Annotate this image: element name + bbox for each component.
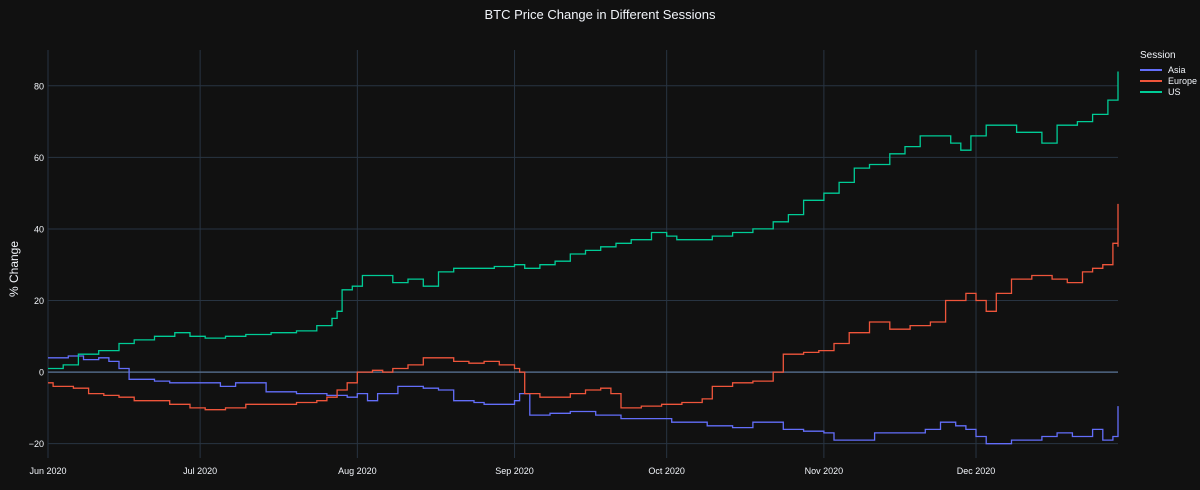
x-tick-label: Nov 2020 xyxy=(805,466,844,476)
y-tick-label: 80 xyxy=(34,81,44,91)
legend-swatch-us xyxy=(1140,90,1162,93)
x-tick-label: Aug 2020 xyxy=(338,466,377,476)
x-tick-label: Jul 2020 xyxy=(183,466,217,476)
legend-label-asia: Asia xyxy=(1168,64,1186,75)
y-tick-label: 20 xyxy=(34,296,44,306)
legend-label-europe: Europe xyxy=(1168,75,1198,86)
grid-lines xyxy=(47,50,1118,458)
legend-item-asia[interactable]: Asia xyxy=(1140,64,1197,75)
series-lines xyxy=(48,71,1119,445)
y-tick-label: −20 xyxy=(29,439,44,449)
axis-ticks: −20 0 20 40 60 80 Jun 2020 Jul 2020 Aug 2020 Sep … xyxy=(29,81,996,476)
legend-title: Session xyxy=(1140,50,1176,61)
series-line-us xyxy=(48,71,1119,370)
legend-swatch-europe xyxy=(1140,79,1162,82)
y-tick-label: 60 xyxy=(34,153,44,163)
x-tick-label: Jun 2020 xyxy=(29,466,66,476)
legend: Session Asia Europe US xyxy=(1140,50,1197,97)
y-tick-label: 40 xyxy=(34,224,44,234)
legend-swatch-asia xyxy=(1140,68,1162,71)
x-tick-label: Dec 2020 xyxy=(957,466,996,476)
chart-title: BTC Price Change in Different Sessions xyxy=(484,7,716,22)
series-line-europe xyxy=(48,203,1119,411)
y-axis-label: % Change xyxy=(7,240,22,298)
x-tick-label: Oct 2020 xyxy=(648,466,685,476)
x-tick-label: Sep 2020 xyxy=(495,466,534,476)
legend-label-us: US xyxy=(1168,86,1181,97)
legend-item-us[interactable]: US xyxy=(1140,86,1197,97)
y-tick-label: 0 xyxy=(39,368,44,378)
series-line-asia xyxy=(48,355,1119,445)
legend-item-europe[interactable]: Europe xyxy=(1140,75,1197,86)
